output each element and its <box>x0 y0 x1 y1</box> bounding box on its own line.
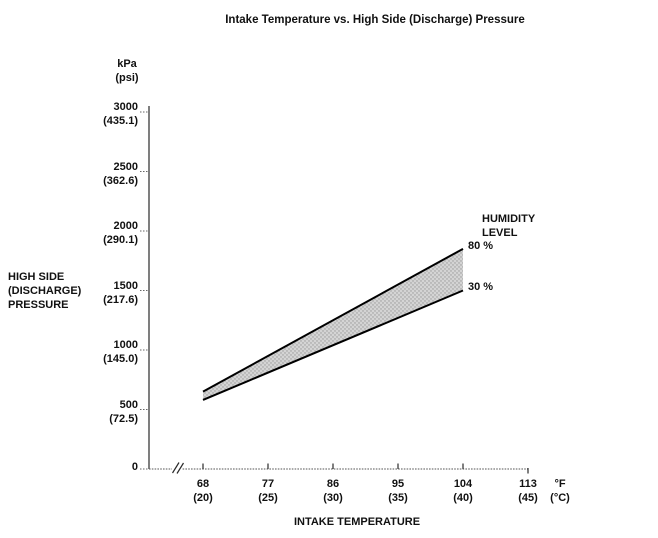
axes <box>140 106 529 474</box>
y-axis-title-line1: HIGH SIDE <box>8 271 65 283</box>
legend-title: HUMIDITY LEVEL <box>482 212 535 240</box>
x-axis-title: INTAKE TEMPERATURE <box>293 516 421 528</box>
y-tick-label: 3000 (435.1) <box>103 101 138 127</box>
y-tick-label: 2000 (290.1) <box>103 220 138 246</box>
x-tick-label: 68 (20) <box>193 478 213 504</box>
x-tick-label: 86 (30) <box>323 478 343 504</box>
y-tick-label: 1000 (145.0) <box>103 339 138 365</box>
y-axis-title: HIGH SIDE (DISCHARGE) PRESSURE <box>8 270 81 312</box>
y-axis-unit-kpa: kPa <box>117 58 137 70</box>
x-tick-label: 95 (35) <box>388 478 408 504</box>
x-tick-label: 104 (40) <box>453 478 473 504</box>
series-lines <box>202 247 464 401</box>
legend-title-line2: LEVEL <box>482 227 518 239</box>
chart-title: Intake Temperature vs. High Side (Discha… <box>225 14 525 26</box>
legend-title-line1: HUMIDITY <box>482 213 536 225</box>
y-axis-title-line2: (DISCHARGE) <box>8 285 82 297</box>
x-axis-unit-label: °F (°C) <box>550 478 570 504</box>
y-tick-label: 1500 (217.6) <box>103 279 138 306</box>
x-tick-label: 113 (45) <box>518 478 538 504</box>
y-axis-unit-label: kPa (psi) <box>98 57 156 85</box>
y-axis-unit-psi: (psi) <box>115 72 139 84</box>
y-tick-label: 0 <box>131 461 138 473</box>
y-tick-label: 500 (72.5) <box>109 398 138 425</box>
legend-entry-80-percent: 80 % <box>468 240 494 252</box>
y-tick-label: 2500 (362.6) <box>103 160 138 187</box>
legend-entry-30-percent: 30 % <box>468 281 494 293</box>
x-tick-label: 77 (25) <box>258 478 278 504</box>
y-axis-title-line3: PRESSURE <box>8 299 69 311</box>
humidity-band <box>203 248 463 400</box>
